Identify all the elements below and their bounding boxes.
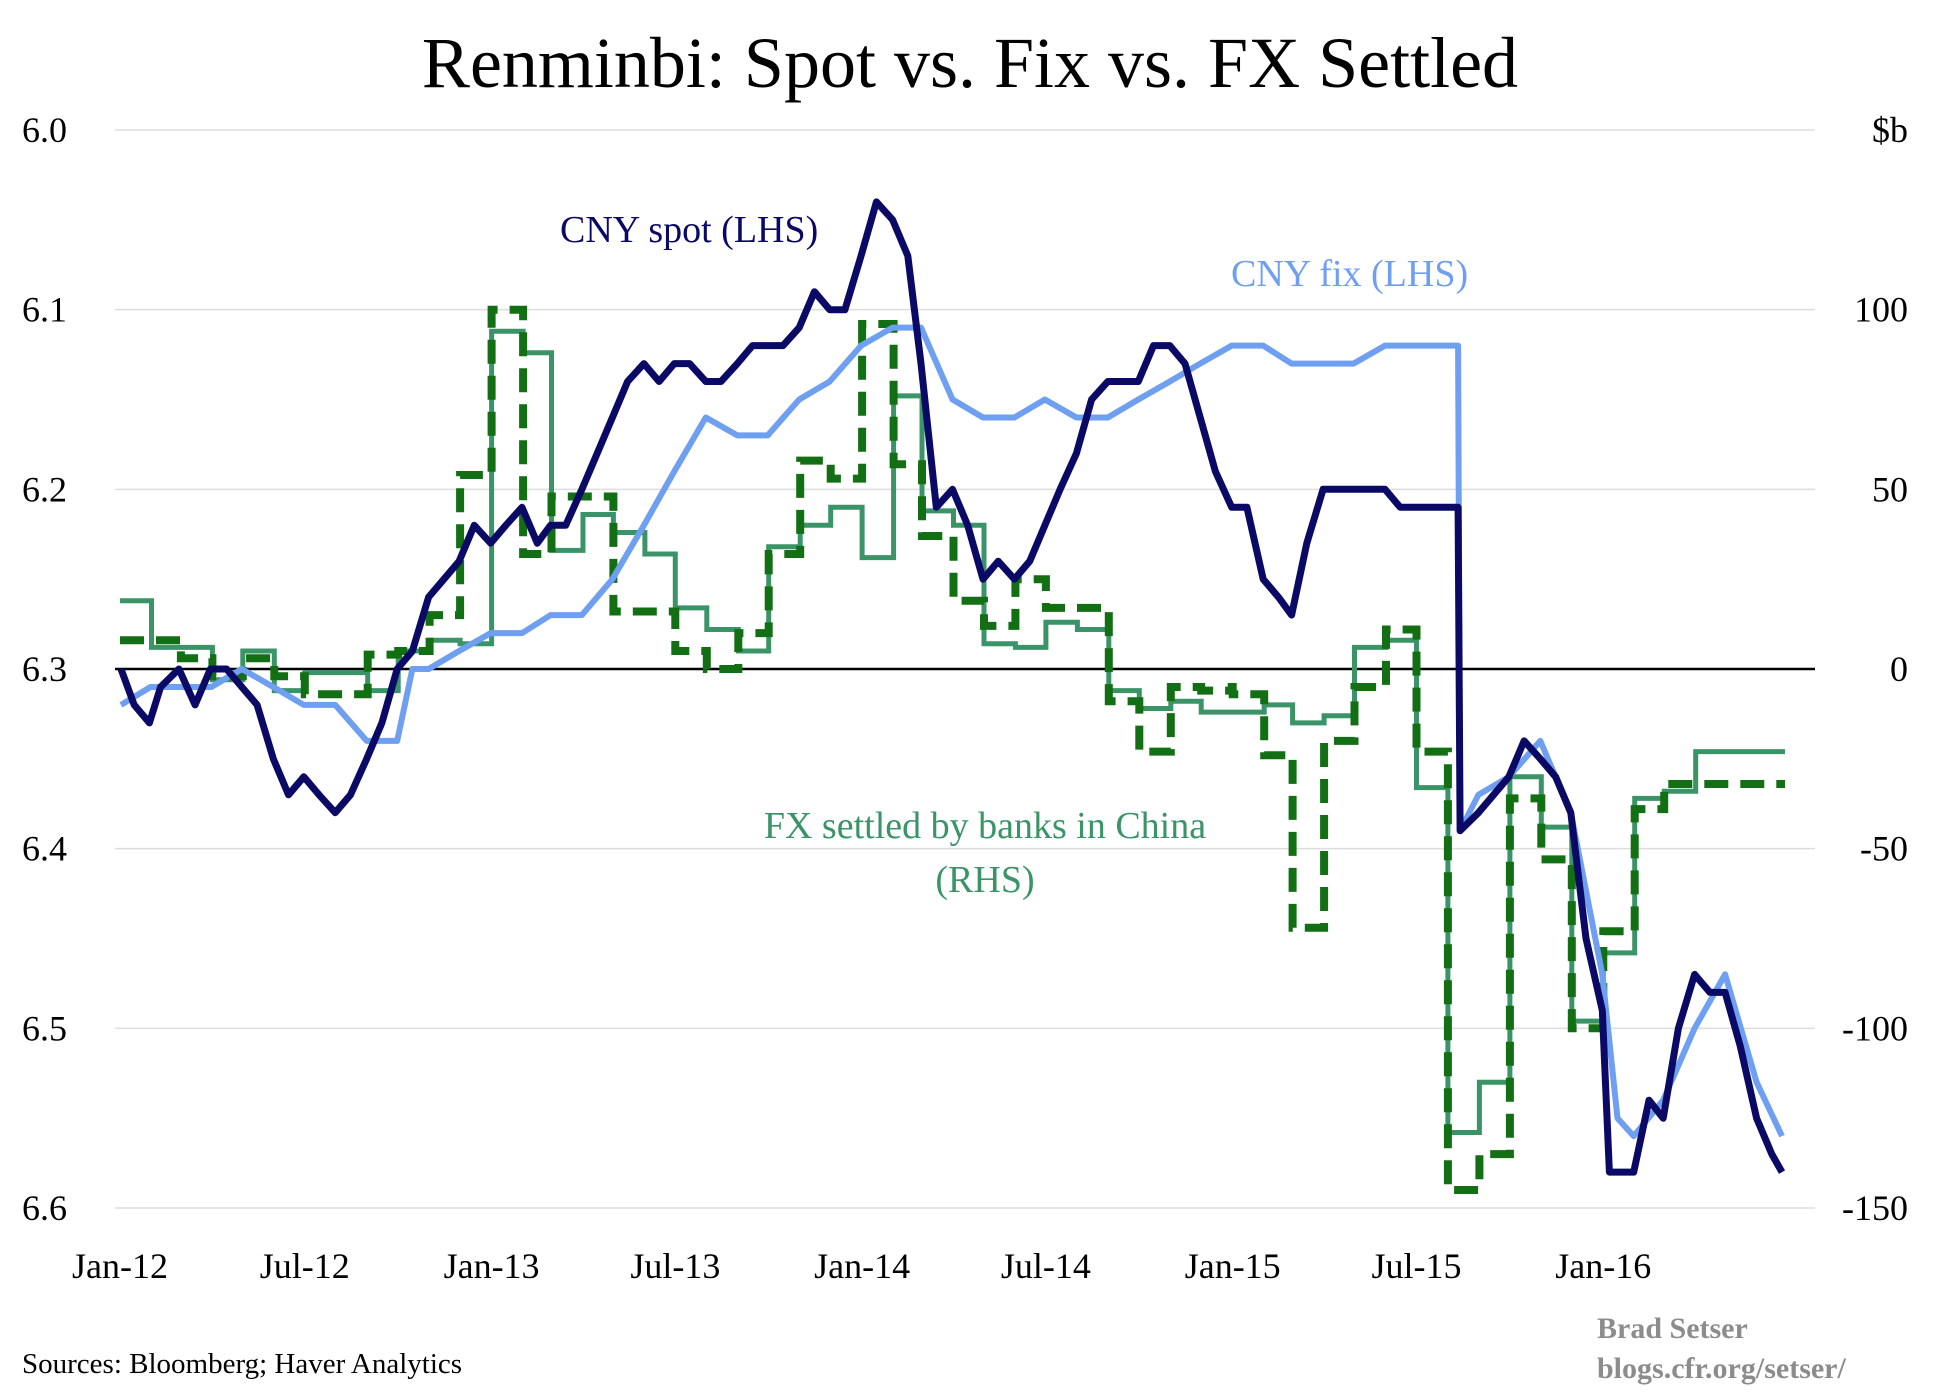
annotation-cny-fix: CNY fix (LHS) <box>1231 253 1468 295</box>
y-right-tick-label: 100 <box>1854 290 1908 330</box>
x-tick-label: Jan-12 <box>72 1246 168 1286</box>
y-right-tick-label: -100 <box>1842 1008 1908 1048</box>
annotation-fx-settled-line2: (RHS) <box>935 859 1034 901</box>
x-tick-label: Jan-16 <box>1555 1246 1651 1286</box>
series-cny-spot <box>117 198 1786 1176</box>
credit-url: blogs.cfr.org/setser/ <box>1597 1352 1846 1385</box>
x-tick-label: Jul-12 <box>260 1246 350 1286</box>
x-tick-label: Jan-14 <box>814 1246 910 1286</box>
axis-labels: 6.0 6.1 6.2 6.3 6.4 6.5 6.6 100 50 0 -50 -100 -150 $b… <box>22 110 1908 1286</box>
source-note: Sources: Bloomberg; Haver Analytics <box>22 1348 463 1380</box>
y-left-tick-label: 6.5 <box>22 1008 67 1048</box>
y-left-tick-label: 6.4 <box>22 829 67 869</box>
x-tick-label: Jul-14 <box>1001 1246 1091 1286</box>
y-right-unit-label: $b <box>1872 110 1908 150</box>
x-tick-label: Jan-13 <box>444 1246 540 1286</box>
y-left-tick-label: 6.6 <box>22 1188 67 1228</box>
y-right-tick-label: -50 <box>1860 829 1908 869</box>
credit-author: Brad Setser <box>1597 1312 1748 1345</box>
series-fx-settled-dashed <box>120 305 1785 1194</box>
y-right-tick-label: 50 <box>1872 469 1908 509</box>
y-right-tick-label: 0 <box>1890 649 1908 689</box>
annotation-cny-spot: CNY spot (LHS) <box>560 209 818 251</box>
annotations: CNY spot (LHS) CNY fix (LHS) FX settled by… <box>560 209 1468 901</box>
series-cny-fix <box>119 324 1785 1140</box>
y-left-tick-label: 6.2 <box>22 469 67 509</box>
series-lines <box>117 198 1786 1194</box>
y-left-tick-label: 6.1 <box>22 290 67 330</box>
chart-title: Renminbi: Spot vs. Fix vs. FX Settled <box>421 23 1519 103</box>
y-left-tick-label: 6.3 <box>22 649 67 689</box>
annotation-fx-settled-line1: FX settled by banks in China <box>764 805 1206 847</box>
x-tick-label: Jan-15 <box>1185 1246 1281 1286</box>
series-fx-settled-solid <box>120 328 1785 1135</box>
y-right-tick-label: -150 <box>1842 1188 1908 1228</box>
y-left-tick-label: 6.0 <box>22 110 67 150</box>
x-tick-label: Jul-13 <box>630 1246 720 1286</box>
x-tick-label: Jul-15 <box>1371 1246 1461 1286</box>
